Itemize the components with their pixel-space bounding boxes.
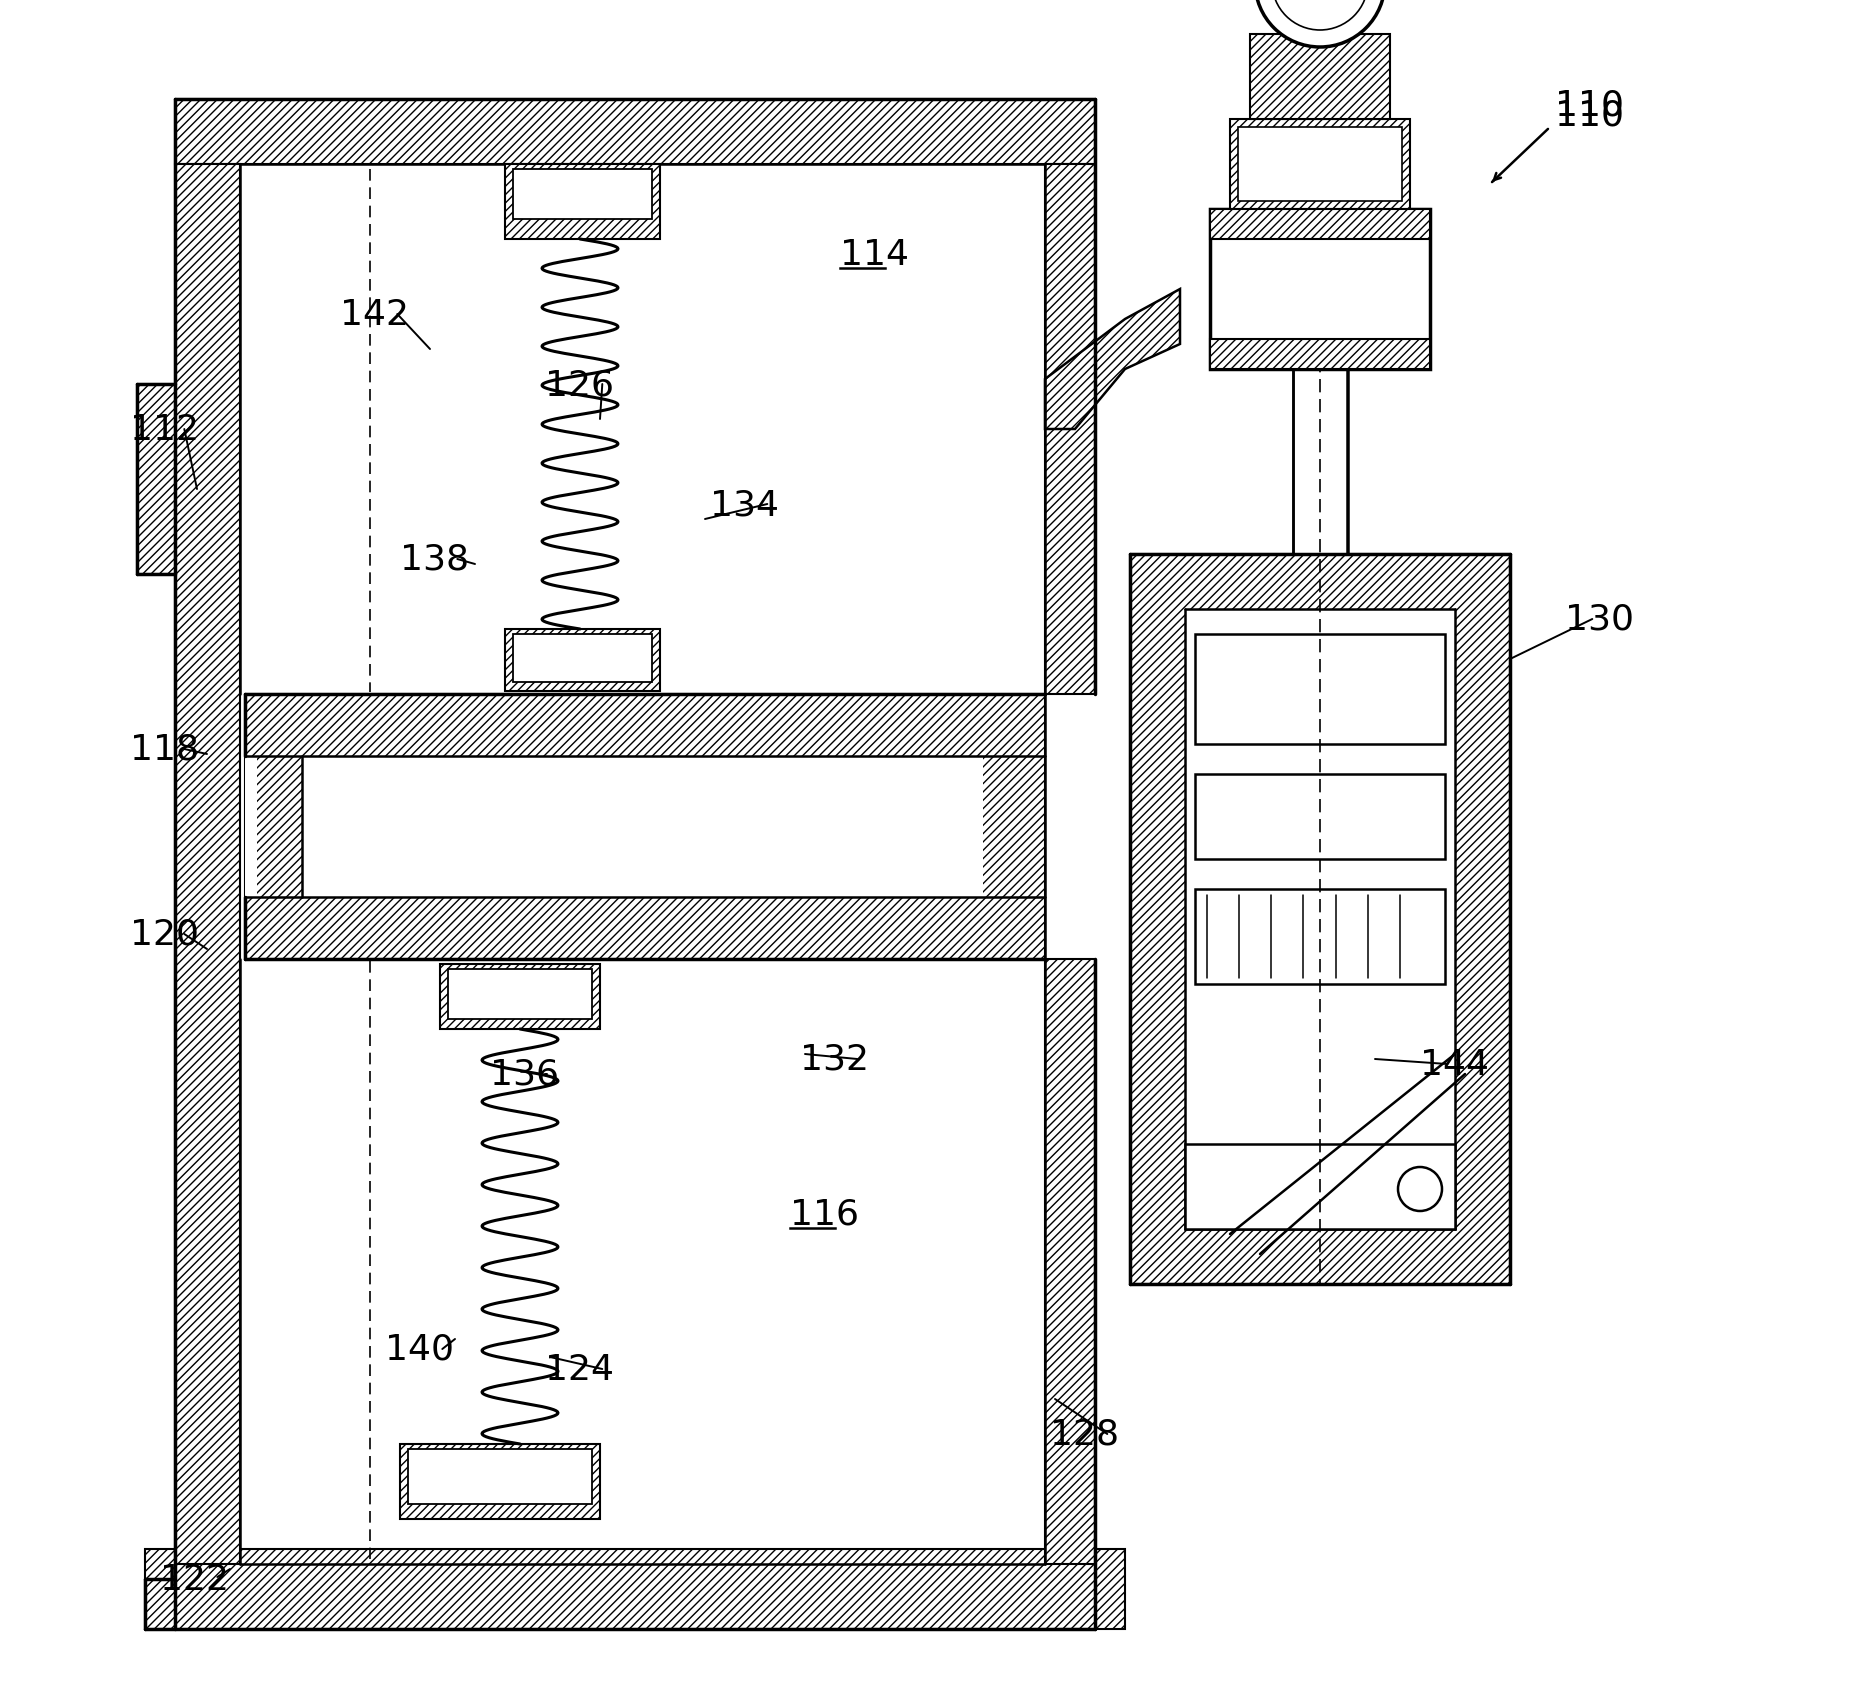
Text: 120: 120 (129, 917, 199, 951)
Text: 110: 110 (1555, 89, 1624, 121)
Polygon shape (1238, 128, 1403, 201)
Text: 122: 122 (159, 1562, 229, 1596)
Polygon shape (1195, 635, 1444, 744)
Polygon shape (1186, 609, 1455, 1229)
Text: 140: 140 (386, 1331, 453, 1366)
Polygon shape (1186, 1144, 1455, 1229)
Polygon shape (144, 1548, 1126, 1628)
Polygon shape (506, 630, 659, 691)
Polygon shape (302, 756, 983, 898)
Text: 116: 116 (790, 1197, 860, 1231)
Text: 132: 132 (800, 1043, 869, 1077)
Polygon shape (245, 695, 1045, 959)
Text: 136: 136 (491, 1057, 558, 1091)
Polygon shape (1129, 555, 1510, 1284)
Circle shape (1255, 0, 1384, 48)
Polygon shape (1045, 290, 1180, 430)
Polygon shape (137, 384, 174, 575)
Text: 138: 138 (401, 543, 468, 577)
Polygon shape (1231, 119, 1410, 210)
Polygon shape (174, 166, 240, 1564)
Polygon shape (1249, 34, 1390, 119)
Polygon shape (1045, 959, 1096, 1564)
Text: 118: 118 (129, 732, 199, 766)
Text: 134: 134 (710, 488, 779, 522)
Circle shape (1272, 0, 1367, 31)
Polygon shape (1195, 889, 1444, 985)
Polygon shape (245, 756, 257, 898)
Text: 144: 144 (1420, 1048, 1489, 1081)
Circle shape (1397, 1168, 1442, 1212)
Text: 128: 128 (1051, 1417, 1120, 1451)
Text: 142: 142 (341, 297, 408, 331)
Polygon shape (506, 166, 659, 241)
Polygon shape (513, 635, 652, 683)
Polygon shape (1210, 210, 1429, 241)
Text: 124: 124 (545, 1352, 614, 1386)
Text: 130: 130 (1566, 603, 1633, 637)
Polygon shape (1195, 775, 1444, 860)
Polygon shape (174, 101, 1096, 166)
Text: 110: 110 (1555, 97, 1624, 131)
Text: 114: 114 (839, 237, 908, 271)
Polygon shape (401, 1444, 599, 1519)
Text: 126: 126 (545, 367, 614, 401)
Text: 112: 112 (129, 413, 199, 447)
Polygon shape (1210, 210, 1429, 370)
Polygon shape (1292, 370, 1349, 555)
Polygon shape (1045, 166, 1096, 695)
Polygon shape (440, 964, 599, 1029)
Polygon shape (1210, 340, 1429, 370)
Polygon shape (408, 1449, 592, 1504)
Polygon shape (513, 171, 652, 220)
Polygon shape (448, 970, 592, 1019)
